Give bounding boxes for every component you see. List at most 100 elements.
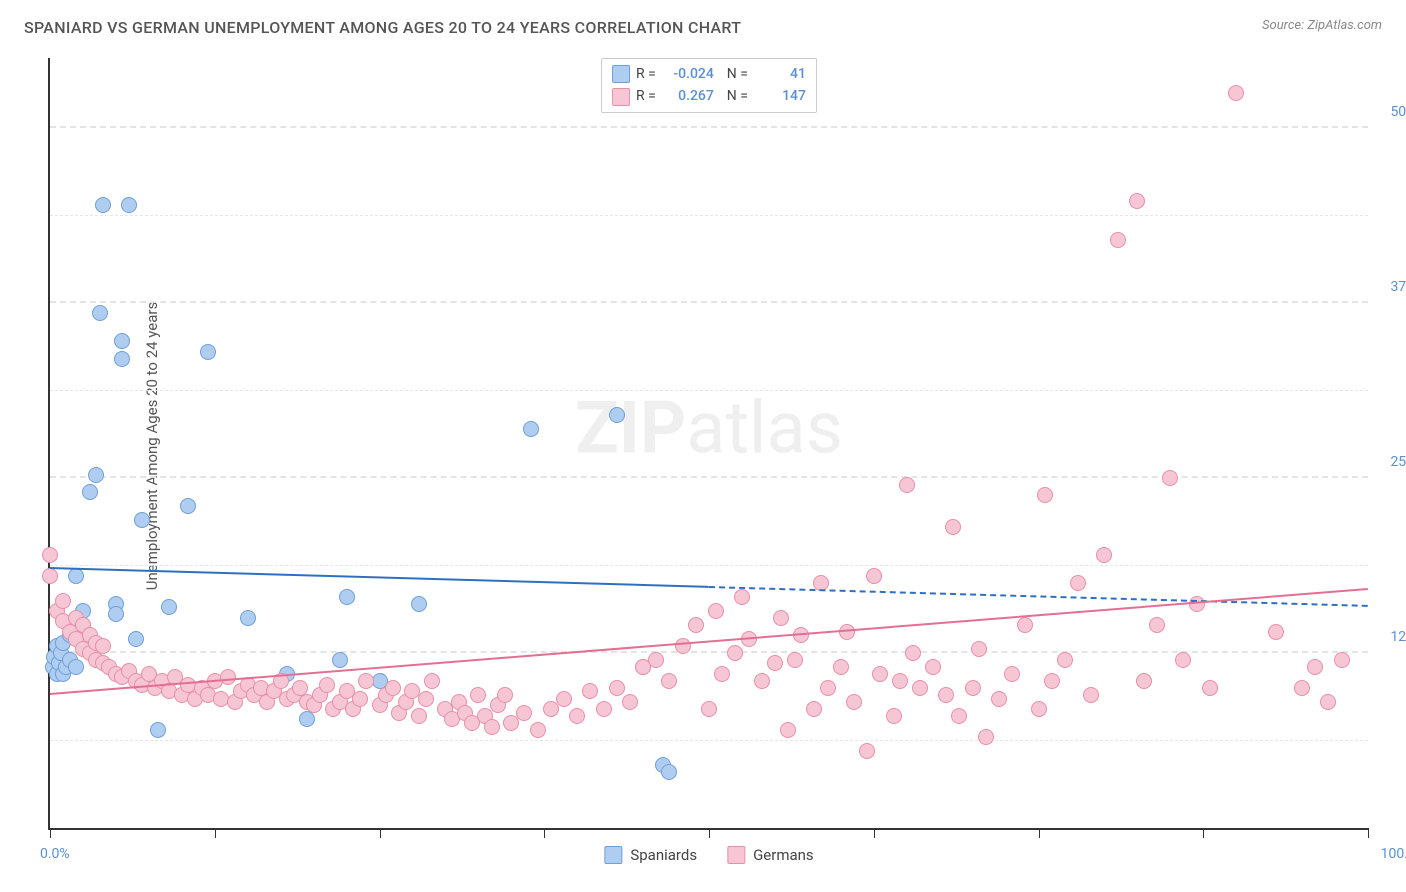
data-point <box>754 673 770 689</box>
gridline-minor <box>50 215 1368 216</box>
data-point <box>1129 193 1145 209</box>
swatch-germans <box>612 88 630 106</box>
data-point <box>872 666 888 682</box>
data-point <box>114 333 130 349</box>
data-point <box>411 596 427 612</box>
data-point <box>161 599 177 615</box>
x-tick <box>544 828 545 838</box>
data-point <box>88 467 104 483</box>
data-point <box>556 691 572 707</box>
data-point <box>971 641 987 657</box>
data-point <box>352 691 368 707</box>
data-point <box>1175 652 1191 668</box>
y-tick-label: 25.0% <box>1390 454 1406 470</box>
legend-swatch-spaniards <box>604 846 622 864</box>
data-point <box>714 666 730 682</box>
data-point <box>424 673 440 689</box>
legend-swatch-germans <box>727 846 745 864</box>
data-point <box>1096 547 1112 563</box>
data-point <box>319 677 335 693</box>
data-point <box>661 764 677 780</box>
data-point <box>484 719 500 735</box>
data-point <box>240 610 256 626</box>
data-point <box>912 680 928 696</box>
data-point <box>1334 652 1350 668</box>
data-point <box>925 659 941 675</box>
x-tick <box>874 828 875 838</box>
x-tick <box>1203 828 1204 838</box>
data-point <box>134 512 150 528</box>
x-tick <box>709 828 710 838</box>
data-point <box>978 729 994 745</box>
data-point <box>622 694 638 710</box>
data-point <box>1149 617 1165 633</box>
data-point <box>1017 617 1033 633</box>
data-point <box>1136 673 1152 689</box>
data-point <box>339 589 355 605</box>
x-tick <box>1368 828 1369 838</box>
data-point <box>648 652 664 668</box>
data-point <box>332 652 348 668</box>
data-point <box>833 659 849 675</box>
data-point <box>114 351 130 367</box>
data-point <box>411 708 427 724</box>
source-label: Source: ZipAtlas.com <box>1262 18 1382 33</box>
y-tick-label: 37.5% <box>1390 279 1406 295</box>
x-tick <box>380 828 381 838</box>
data-point <box>701 701 717 717</box>
data-point <box>418 691 434 707</box>
data-point <box>523 421 539 437</box>
data-point <box>892 673 908 689</box>
data-point <box>385 680 401 696</box>
trend-line <box>50 588 1368 695</box>
data-point <box>866 568 882 584</box>
data-point <box>1162 470 1178 486</box>
trend-line <box>50 567 709 588</box>
data-point <box>951 708 967 724</box>
data-point <box>200 344 216 360</box>
data-point <box>734 589 750 605</box>
data-point <box>180 498 196 514</box>
legend: Spaniards Germans <box>604 846 813 864</box>
x-tick <box>215 828 216 838</box>
y-tick-label: 50.0% <box>1390 104 1406 120</box>
gridline <box>50 651 1368 653</box>
data-point <box>220 669 236 685</box>
data-point <box>1057 652 1073 668</box>
data-point <box>108 606 124 622</box>
x-tick <box>50 828 51 838</box>
data-point <box>609 407 625 423</box>
data-point <box>945 519 961 535</box>
correlation-stats-box: R =-0.024 N =41 R =0.267 N =147 <box>601 58 817 113</box>
data-point <box>886 708 902 724</box>
data-point <box>773 610 789 626</box>
gridline-minor <box>50 390 1368 391</box>
swatch-spaniards <box>612 65 630 83</box>
data-point <box>780 722 796 738</box>
data-point <box>1320 694 1336 710</box>
data-point <box>1031 701 1047 717</box>
data-point <box>1037 487 1053 503</box>
data-point <box>516 705 532 721</box>
data-point <box>1110 232 1126 248</box>
data-point <box>609 680 625 696</box>
data-point <box>1228 85 1244 101</box>
data-point <box>497 687 513 703</box>
data-point <box>128 631 144 647</box>
data-point <box>1268 624 1284 640</box>
data-point <box>121 197 137 213</box>
data-point <box>358 673 374 689</box>
data-point <box>55 593 71 609</box>
data-point <box>68 659 84 675</box>
data-point <box>767 655 783 671</box>
data-point <box>965 680 981 696</box>
data-point <box>1294 680 1310 696</box>
x-axis-min-label: 0.0% <box>40 846 70 862</box>
data-point <box>859 743 875 759</box>
stats-row-spaniards: R =-0.024 N =41 <box>612 63 806 85</box>
data-point <box>299 711 315 727</box>
gridline <box>50 126 1368 128</box>
data-point <box>42 547 58 563</box>
data-point <box>938 687 954 703</box>
gridline-minor <box>50 565 1368 566</box>
